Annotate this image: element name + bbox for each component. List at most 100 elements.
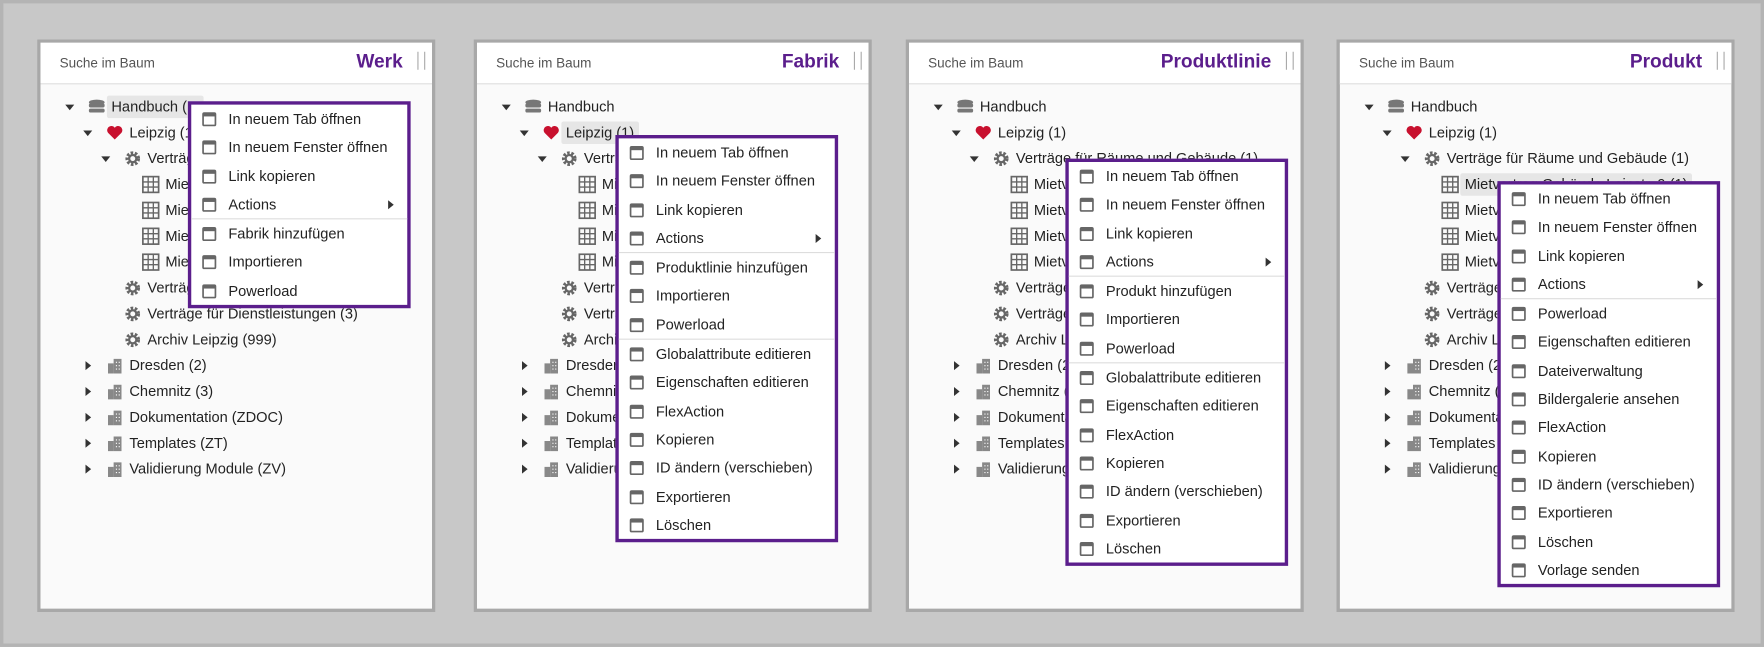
menu-item[interactable]: Importieren bbox=[1069, 305, 1285, 333]
expander[interactable] bbox=[1384, 464, 1391, 474]
expander[interactable] bbox=[537, 156, 547, 162]
expander[interactable] bbox=[85, 438, 92, 448]
tree-node[interactable]: Templates bbox=[952, 432, 1269, 455]
menu-item[interactable]: Globalattribute editieren bbox=[1068, 362, 1285, 392]
tree-node[interactable]: Templates (ZT) bbox=[83, 432, 400, 455]
resize-grip[interactable] bbox=[1716, 51, 1725, 70]
menu-item[interactable]: Globalattribute editieren bbox=[618, 338, 835, 369]
menu-item[interactable]: In neuem Tab öffnen bbox=[191, 105, 407, 133]
tree-node[interactable]: Templates bbox=[1383, 432, 1700, 455]
menu-item[interactable]: Exportieren bbox=[1069, 506, 1285, 534]
menu-item[interactable]: Kopieren bbox=[1501, 442, 1717, 470]
menu-item[interactable]: Link kopieren bbox=[619, 195, 835, 223]
expander[interactable] bbox=[954, 438, 960, 448]
menu-item[interactable]: FlexAction bbox=[1069, 420, 1285, 448]
tree-node[interactable]: Archiv bbox=[538, 329, 837, 352]
menu-item[interactable]: Kopieren bbox=[1069, 449, 1285, 477]
search-field[interactable]: Suche im Baum bbox=[1359, 55, 1455, 71]
menu-item[interactable]: Löschen bbox=[1069, 534, 1285, 562]
menu-item[interactable]: In neuem Fenster öffnen bbox=[191, 133, 407, 161]
tree-node[interactable]: Verträge für Dienstleistungen (3) bbox=[101, 303, 400, 326]
tree-node[interactable]: Verträge bbox=[1401, 277, 1700, 300]
menu-item[interactable]: Produktlinie hinzufügen bbox=[618, 252, 835, 282]
tree-node[interactable]: Archiv L bbox=[1401, 329, 1700, 352]
menu-item[interactable]: In neuem Tab öffnen bbox=[619, 138, 835, 166]
menu-item[interactable]: Actions bbox=[1501, 270, 1717, 298]
expander[interactable] bbox=[83, 130, 93, 137]
menu-item[interactable]: FlexAction bbox=[619, 397, 835, 425]
menu-item[interactable]: Importieren bbox=[619, 282, 835, 310]
expander[interactable] bbox=[951, 130, 961, 137]
menu-item[interactable]: Eigenschaften editieren bbox=[619, 368, 835, 396]
tree-node[interactable]: Verträge bbox=[970, 303, 1269, 326]
tree-node[interactable]: Dresden (2) bbox=[83, 354, 400, 377]
menu-item[interactable]: Eigenschaften editieren bbox=[1069, 392, 1285, 420]
tree-node[interactable]: Chemnitz (3) bbox=[1383, 380, 1700, 403]
menu-item[interactable]: Actions bbox=[1069, 247, 1285, 275]
tree-node[interactable]: Dresden (2) bbox=[952, 354, 1269, 377]
expander[interactable] bbox=[85, 361, 92, 371]
expander[interactable] bbox=[1364, 104, 1374, 111]
expander[interactable] bbox=[85, 387, 92, 396]
menu-item[interactable]: Kopieren bbox=[619, 425, 835, 453]
expander[interactable] bbox=[522, 412, 528, 422]
menu-item[interactable]: Link kopieren bbox=[1501, 241, 1717, 269]
menu-item[interactable]: Importieren bbox=[191, 248, 407, 276]
menu-item[interactable]: Exportieren bbox=[1501, 499, 1717, 527]
menu-item[interactable]: In neuem Tab öffnen bbox=[1069, 162, 1285, 190]
expander[interactable] bbox=[1384, 412, 1391, 422]
menu-item[interactable]: Actions bbox=[619, 224, 835, 252]
menu-item[interactable]: Powerload bbox=[1500, 298, 1717, 328]
menu-item[interactable]: Vorlage senden bbox=[1501, 556, 1717, 584]
menu-item[interactable]: Fabrik hinzufügen bbox=[191, 218, 408, 248]
expander[interactable] bbox=[1384, 387, 1391, 396]
menu-item[interactable]: In neuem Fenster öffnen bbox=[1501, 213, 1717, 241]
tree-node[interactable]: Leipzig (1) bbox=[951, 122, 1269, 145]
menu-item[interactable]: Löschen bbox=[1501, 527, 1717, 555]
tree-node[interactable]: Dresden (2) bbox=[1383, 354, 1700, 377]
menu-item[interactable]: Powerload bbox=[191, 277, 407, 305]
tree-node[interactable]: Dokumentation (ZDOC) bbox=[83, 406, 400, 429]
expander[interactable] bbox=[519, 130, 529, 137]
menu-item[interactable]: Löschen bbox=[619, 511, 835, 539]
expander[interactable] bbox=[85, 412, 92, 422]
expander[interactable] bbox=[522, 438, 528, 448]
menu-item[interactable]: Produkt hinzufügen bbox=[1068, 275, 1285, 306]
search-field[interactable]: Suche im Baum bbox=[496, 55, 592, 71]
menu-item[interactable]: ID ändern (verschieben) bbox=[619, 454, 835, 482]
expander[interactable] bbox=[1384, 361, 1391, 371]
tree-node[interactable]: Handbuch (... bbox=[65, 95, 400, 119]
expander[interactable] bbox=[65, 104, 75, 111]
resize-grip[interactable] bbox=[417, 51, 426, 70]
menu-item[interactable]: Eigenschaften editieren bbox=[1501, 328, 1717, 356]
menu-item[interactable]: Exportieren bbox=[619, 482, 835, 510]
search-field[interactable]: Suche im Baum bbox=[59, 55, 155, 71]
menu-item[interactable]: Powerload bbox=[619, 310, 835, 338]
tree-node[interactable]: Validierung bbox=[1383, 458, 1700, 481]
menu-item[interactable]: Dateiverwaltung bbox=[1501, 356, 1717, 384]
tree-node[interactable]: Verträge für Räume und Gebäude (1) bbox=[1400, 147, 1700, 170]
menu-item[interactable]: FlexAction bbox=[1501, 413, 1717, 441]
expander[interactable] bbox=[522, 361, 528, 371]
expander[interactable] bbox=[969, 156, 979, 162]
expander[interactable] bbox=[954, 412, 960, 422]
menu-item[interactable]: In neuem Fenster öffnen bbox=[619, 167, 835, 195]
expander[interactable] bbox=[954, 464, 960, 474]
tree-node[interactable]: Archiv Leipzig (999) bbox=[101, 329, 400, 352]
menu-item[interactable]: In neuem Tab öffnen bbox=[1501, 185, 1717, 213]
tree-node[interactable]: Validierung bbox=[952, 458, 1269, 481]
expander[interactable] bbox=[101, 156, 111, 162]
expander[interactable] bbox=[954, 387, 960, 396]
tree-node[interactable]: Chemnitz bbox=[520, 380, 837, 403]
expander[interactable] bbox=[1382, 130, 1392, 137]
menu-item[interactable]: Link kopieren bbox=[1069, 219, 1285, 247]
tree-node[interactable]: Verträge bbox=[1401, 303, 1700, 326]
tree-node[interactable]: Validierung Module (ZV) bbox=[83, 458, 400, 481]
expander[interactable] bbox=[85, 464, 92, 474]
tree-node[interactable]: Leipzig (1) bbox=[83, 122, 400, 145]
menu-item[interactable]: Link kopieren bbox=[191, 162, 407, 190]
menu-item[interactable]: Actions bbox=[191, 190, 407, 218]
tree-node[interactable]: Handbuch bbox=[501, 96, 837, 119]
menu-item[interactable]: ID ändern (verschieben) bbox=[1069, 477, 1285, 505]
search-field[interactable]: Suche im Baum bbox=[928, 55, 1024, 71]
